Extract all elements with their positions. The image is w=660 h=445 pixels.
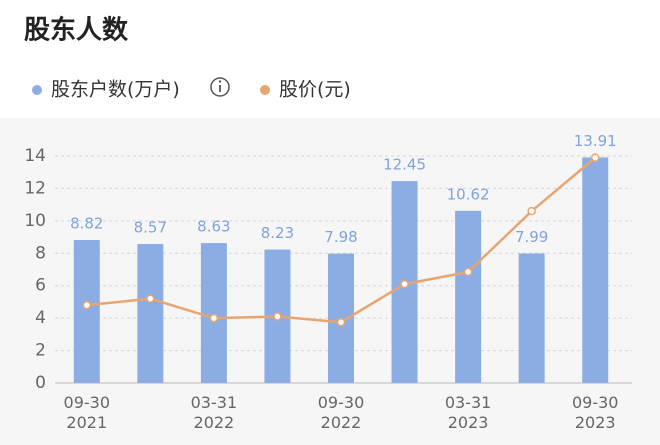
y-tick-label: 8	[35, 243, 46, 263]
data-label: 10.62	[447, 185, 490, 203]
line-point	[400, 279, 409, 289]
bar	[455, 210, 482, 383]
line-point	[590, 153, 600, 162]
legend: 股东户数(万户) 股价(元)	[32, 77, 351, 101]
x-tick-label-line: 03-31	[445, 393, 492, 412]
y-tick-label: 14	[24, 146, 46, 166]
bar	[518, 253, 545, 383]
legend-label: 股东户数(万户)	[51, 79, 180, 101]
bar	[582, 157, 609, 383]
legend-swatch	[32, 85, 42, 95]
data-label: 12.45	[383, 156, 426, 174]
legend-swatch	[260, 85, 270, 95]
bar	[200, 243, 227, 383]
x-tick-label: 09-30 2023	[572, 393, 619, 432]
bar	[73, 239, 100, 383]
data-label: 8.23	[261, 224, 294, 242]
y-tick-label: 2	[35, 341, 46, 361]
line-point	[527, 206, 536, 216]
x-tick-label-line: 09-30	[64, 393, 111, 412]
data-label: 8.63	[197, 218, 230, 236]
y-tick-label: 12	[24, 178, 46, 198]
line-point	[336, 317, 346, 327]
x-tick-label-line: 2023	[575, 413, 616, 432]
y-tick-label: 4	[35, 308, 46, 328]
info-icon-dot	[218, 80, 222, 83]
x-tick-label-line: 03-31	[191, 393, 238, 412]
x-tick-label: 03-31 2022	[191, 393, 238, 432]
x-tick-label-line: 2022	[194, 413, 235, 432]
bar	[137, 244, 164, 383]
data-label: 7.99	[515, 228, 548, 246]
x-tick-label: 09-30 2021	[64, 393, 111, 432]
y-tick-label: 10	[24, 211, 46, 231]
line-point	[209, 313, 219, 323]
data-label: 8.57	[134, 219, 167, 237]
x-tick-label-line: 2023	[448, 413, 489, 432]
line-point	[273, 312, 282, 321]
x-tick-label-line: 2022	[321, 413, 362, 432]
x-tick-label-line: 09-30	[572, 393, 619, 412]
data-label: 13.91	[574, 132, 617, 150]
line-point	[463, 267, 473, 277]
x-tick-label: 03-31 2023	[445, 393, 492, 432]
chart-title: 股东人数	[24, 15, 129, 46]
y-tick-label: 0	[35, 373, 46, 393]
x-tick-label: 09-30 2022	[318, 393, 365, 432]
x-tick-label-line: 09-30	[318, 393, 365, 412]
info-icon[interactable]	[210, 77, 230, 97]
x-tick-label-line: 2021	[66, 413, 107, 432]
line-point	[82, 300, 92, 310]
y-tick-label: 6	[35, 276, 46, 296]
line-point	[146, 294, 155, 303]
data-label: 8.82	[70, 214, 103, 232]
data-label: 7.98	[324, 228, 357, 246]
legend-label: 股价(元)	[279, 79, 351, 101]
